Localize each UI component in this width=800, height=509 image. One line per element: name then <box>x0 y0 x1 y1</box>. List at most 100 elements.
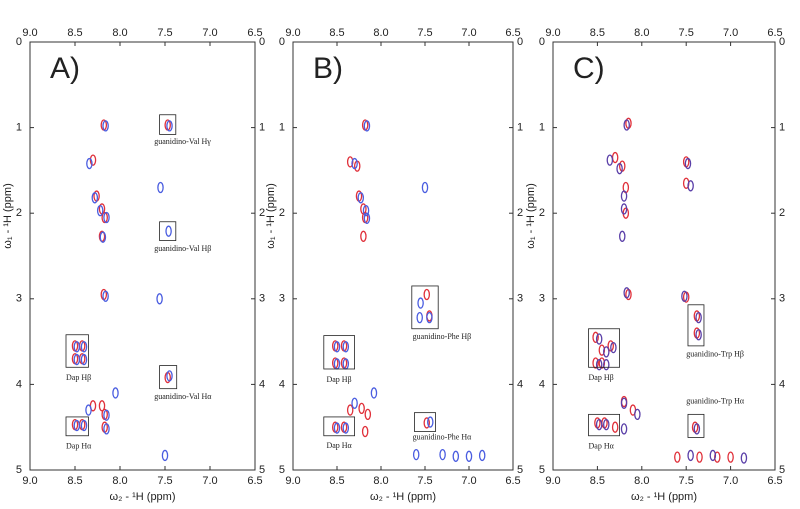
peak <box>423 288 431 301</box>
peak <box>333 341 341 353</box>
peak <box>80 353 88 366</box>
x-tick-label: 7.0 <box>202 27 217 39</box>
peak <box>592 357 599 369</box>
peak <box>426 311 433 324</box>
peak <box>696 451 703 463</box>
y-tick-label: 5 <box>779 464 785 476</box>
peak <box>592 331 599 343</box>
peak <box>623 119 630 131</box>
peak <box>427 416 434 428</box>
annotation: Dap Hβ <box>66 373 91 382</box>
peak <box>103 211 110 224</box>
chart-title: A) <box>50 52 80 85</box>
y-tick-label: 1 <box>279 122 285 134</box>
peak <box>623 287 630 299</box>
peak <box>358 402 365 415</box>
x-tick-label: 7.5 <box>157 475 172 487</box>
annotation-box <box>323 416 355 437</box>
peak <box>606 154 614 166</box>
x-tick-label: 8.5 <box>329 27 344 39</box>
x-axis-label: ω₂ - ¹H (ppm) <box>109 491 175 503</box>
peak <box>620 190 628 202</box>
peak <box>360 230 367 242</box>
peak <box>99 231 107 243</box>
y-axis-label: ω₁ - ¹H (ppm) <box>2 183 14 248</box>
peak <box>96 204 104 217</box>
peak <box>674 451 681 463</box>
annotation: Dap Hα <box>589 442 615 451</box>
peak <box>342 341 350 353</box>
y-tick-label: 1 <box>539 122 545 134</box>
peak <box>102 290 109 302</box>
x-tick-label: 7.0 <box>461 27 476 39</box>
y-tick-label: 2 <box>539 207 545 219</box>
peak <box>684 157 692 170</box>
annotation: guanidino-Val Hβ <box>154 244 211 253</box>
peak <box>687 180 694 192</box>
y-tick-label: 2 <box>259 207 265 219</box>
y-tick-label: 3 <box>16 293 22 305</box>
y-tick-label: 4 <box>517 378 523 390</box>
peak <box>417 297 424 309</box>
y-tick-label: 2 <box>16 207 22 219</box>
peak <box>416 311 423 324</box>
x-tick-label: 9.0 <box>22 475 37 487</box>
y-tick-label: 5 <box>539 464 545 476</box>
peak <box>620 423 628 435</box>
peak <box>714 451 721 463</box>
peak <box>595 418 603 431</box>
peak <box>611 421 619 433</box>
peak <box>412 448 420 461</box>
peak <box>727 451 734 463</box>
y-tick-label: 0 <box>279 36 285 48</box>
annotation: guanidino-Trp Hβ <box>686 349 744 358</box>
annotation: Dap Hβ <box>326 375 351 384</box>
annotation-box <box>414 412 436 432</box>
peak <box>73 419 81 432</box>
x-tick-label: 8.0 <box>373 27 388 39</box>
annotation: guanidino-Trp Hα <box>686 396 745 405</box>
x-tick-label: 8.5 <box>67 475 82 487</box>
y-tick-label: 5 <box>517 464 523 476</box>
peak <box>166 120 173 132</box>
x-tick-label: 6.5 <box>505 475 520 487</box>
peak <box>620 203 628 215</box>
peak <box>89 154 97 166</box>
x-axis-label: ω₂ - ¹H (ppm) <box>370 491 436 503</box>
annotation: guanidino-Phe Hα <box>413 432 472 441</box>
peak <box>80 341 88 353</box>
x-axis-label: ω₂ - ¹H (ppm) <box>631 491 697 503</box>
chart-title: C) <box>573 52 605 85</box>
y-tick-label: 3 <box>539 293 545 305</box>
peak <box>165 225 172 237</box>
y-tick-label: 4 <box>779 378 785 390</box>
annotation-box <box>687 304 705 347</box>
peak <box>157 181 164 194</box>
plot-frame <box>292 41 514 471</box>
x-tick-label: 7.0 <box>202 475 217 487</box>
y-tick-label: 1 <box>779 122 785 134</box>
peak <box>616 163 623 175</box>
x-tick-label: 7.5 <box>157 27 172 39</box>
y-tick-label: 3 <box>259 293 265 305</box>
y-tick-label: 5 <box>259 464 265 476</box>
peak <box>709 449 717 462</box>
x-tick-label: 8.0 <box>373 475 388 487</box>
y-tick-label: 5 <box>279 464 285 476</box>
peak <box>351 157 358 170</box>
y-axis-label: ω₁ - ¹H (ppm) <box>525 183 537 248</box>
peak <box>687 449 694 462</box>
peak <box>112 387 119 399</box>
x-tick-label: 9.0 <box>285 475 300 487</box>
peak <box>478 449 486 462</box>
x-tick-label: 9.0 <box>545 475 560 487</box>
peak <box>363 212 371 224</box>
peak <box>439 448 446 461</box>
x-tick-label: 8.0 <box>112 475 127 487</box>
peak <box>603 418 610 431</box>
annotation-box <box>588 413 621 437</box>
peak <box>423 417 431 429</box>
x-tick-label: 8.5 <box>329 475 344 487</box>
peak <box>595 333 603 345</box>
peak <box>598 344 606 356</box>
